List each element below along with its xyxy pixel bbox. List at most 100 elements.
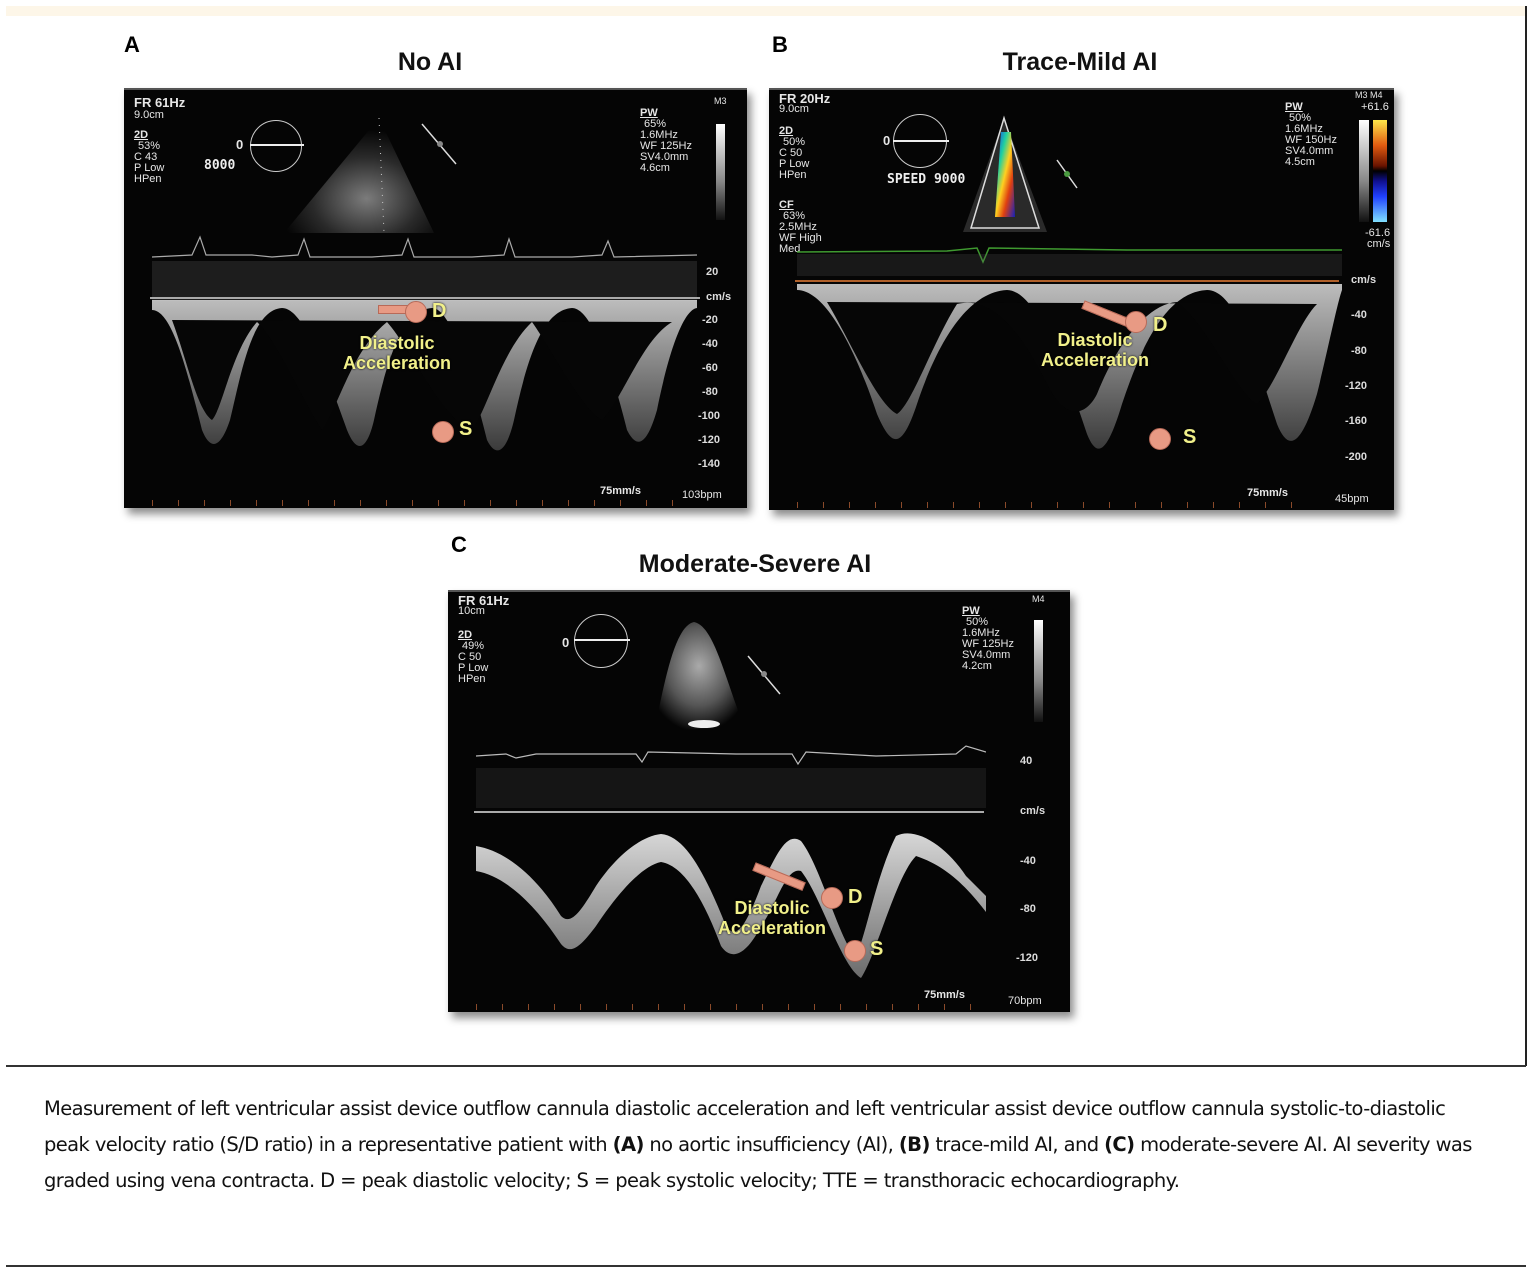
doppler-baseline	[474, 811, 984, 813]
sample-volume: SV4.0mm	[1285, 145, 1334, 157]
grayscale-bar	[1359, 120, 1369, 222]
angle-line	[893, 140, 949, 142]
pw-mode: PW	[640, 107, 658, 119]
panel-c-title: Moderate-Severe AI	[638, 550, 872, 578]
panel-b-title: Trace-Mild AI	[1002, 48, 1158, 76]
power: P Low	[134, 162, 165, 174]
panel-a-letter: A	[124, 32, 140, 57]
angle-line	[574, 639, 630, 641]
grayscale-bar	[1034, 620, 1043, 722]
power: P Low	[458, 662, 489, 674]
d-label: D	[848, 886, 863, 908]
gain: 53%	[138, 140, 161, 152]
pw-gain: 50%	[1289, 112, 1312, 124]
2d-sector-image	[284, 118, 434, 234]
power: P Low	[779, 158, 810, 170]
diastolic-acceleration-label: Diastolic Acceleration	[342, 333, 452, 373]
pw-gain: 65%	[644, 118, 667, 130]
doppler-spectrum	[797, 284, 1342, 449]
compression: C 43	[134, 151, 158, 163]
depth: 10cm	[458, 605, 485, 617]
sample-volume: SV4.0mm	[962, 649, 1011, 661]
color-doppler-sector	[963, 115, 1047, 232]
pw-mode: PW	[962, 605, 980, 617]
depth: 9.0cm	[134, 109, 164, 121]
d-label: D	[1153, 314, 1168, 336]
s-label: S	[1183, 426, 1197, 448]
time-ticks	[797, 502, 1307, 508]
sv-depth: 4.5cm	[1285, 156, 1315, 168]
sweep-speed: 75mm/s	[600, 485, 641, 497]
ecg-trace	[797, 247, 1342, 276]
depth: 9.0cm	[779, 103, 809, 115]
speed-label: SPEED 9000	[887, 172, 966, 187]
sweep-speed: 75mm/s	[924, 989, 965, 1001]
top-banner	[6, 6, 1526, 16]
gain: 50%	[783, 136, 806, 148]
sv-depth: 4.2cm	[962, 660, 992, 672]
sweep-speed: 75mm/s	[1247, 487, 1288, 499]
caption-top-rule	[6, 1065, 1526, 1067]
angle-label: 0	[236, 137, 244, 152]
panel-a-echo: FR 61Hz 9.0cm 2D 53% C 43 P Low HPen 800…	[124, 88, 747, 508]
color-scale-min: -61.6	[1365, 227, 1391, 239]
cf-wall-filter: WF High	[779, 232, 822, 244]
harmonics: HPen	[134, 173, 162, 185]
sample-volume-icon	[421, 123, 457, 165]
d-marker	[821, 887, 843, 909]
doppler-spectrum	[476, 833, 986, 978]
doppler-baseline	[795, 280, 1339, 282]
sample-volume: SV4.0mm	[640, 151, 689, 163]
heart-rate: 70bpm	[1008, 995, 1042, 1007]
d-marker	[405, 301, 427, 323]
d-marker	[1125, 311, 1147, 333]
frame-rate: FR 61Hz	[458, 593, 510, 608]
wall-filter: WF 150Hz	[1285, 134, 1337, 146]
wall-filter: WF 125Hz	[640, 140, 692, 152]
color-velocity-bar	[1373, 120, 1387, 222]
angle-label: 0	[562, 635, 570, 650]
s-label: S	[870, 938, 884, 960]
color-scale-unit: cm/s	[1367, 238, 1391, 250]
pw-gain: 50%	[966, 616, 989, 628]
ecg-trace	[476, 745, 986, 808]
panel-b-echo: FR 20Hz 9.0cm 2D 50% C 50 P Low HPen CF …	[769, 88, 1394, 510]
harmonics: HPen	[779, 169, 807, 181]
frame-rate: FR 61Hz	[134, 95, 186, 110]
color-scale-max: +61.6	[1361, 101, 1389, 113]
s-marker	[844, 940, 866, 962]
diastolic-acceleration-label: Diastolic Acceleration	[717, 898, 827, 938]
map-label: M4	[1032, 594, 1045, 604]
frame-rate: FR 20Hz	[779, 91, 831, 106]
sv-depth: 4.6cm	[640, 162, 670, 174]
time-ticks	[476, 1004, 976, 1010]
panel-c-echo: FR 61Hz 10cm 2D 49% C 50 P Low HPen 0 PW…	[448, 590, 1070, 1012]
time-ticks	[152, 500, 692, 506]
s-marker	[1149, 428, 1171, 450]
mode-2d: 2D	[458, 629, 473, 641]
pw-mode: PW	[1285, 101, 1303, 113]
panel-b-letter: B	[772, 32, 788, 57]
wall-filter: WF 125Hz	[962, 638, 1014, 650]
mode-2d: 2D	[779, 125, 794, 137]
probe-angle-icon	[574, 614, 628, 668]
cf-smoothing: Med	[779, 243, 801, 255]
figure-caption: Measurement of left ventricular assist d…	[44, 1097, 1472, 1192]
pw-frequency: 1.6MHz	[640, 129, 678, 141]
ecg-trace	[152, 235, 697, 301]
angle-line	[250, 144, 304, 146]
caption-bottom-rule	[6, 1265, 1526, 1267]
pw-frequency: 1.6MHz	[962, 627, 1000, 639]
s-marker	[432, 421, 454, 443]
heart-rate: 45bpm	[1335, 493, 1369, 505]
compression: C 50	[779, 147, 803, 159]
d-label: D	[432, 300, 447, 322]
sample-volume-icon	[747, 655, 781, 695]
pw-frequency: 1.6MHz	[1285, 123, 1323, 135]
color-flow-mode: CF	[779, 199, 794, 211]
speed-label: 8000	[204, 158, 236, 173]
2d-sector-image	[654, 622, 744, 732]
doppler-baseline	[150, 297, 700, 299]
map-label: M3	[714, 96, 727, 106]
probe-angle-icon	[250, 120, 302, 172]
